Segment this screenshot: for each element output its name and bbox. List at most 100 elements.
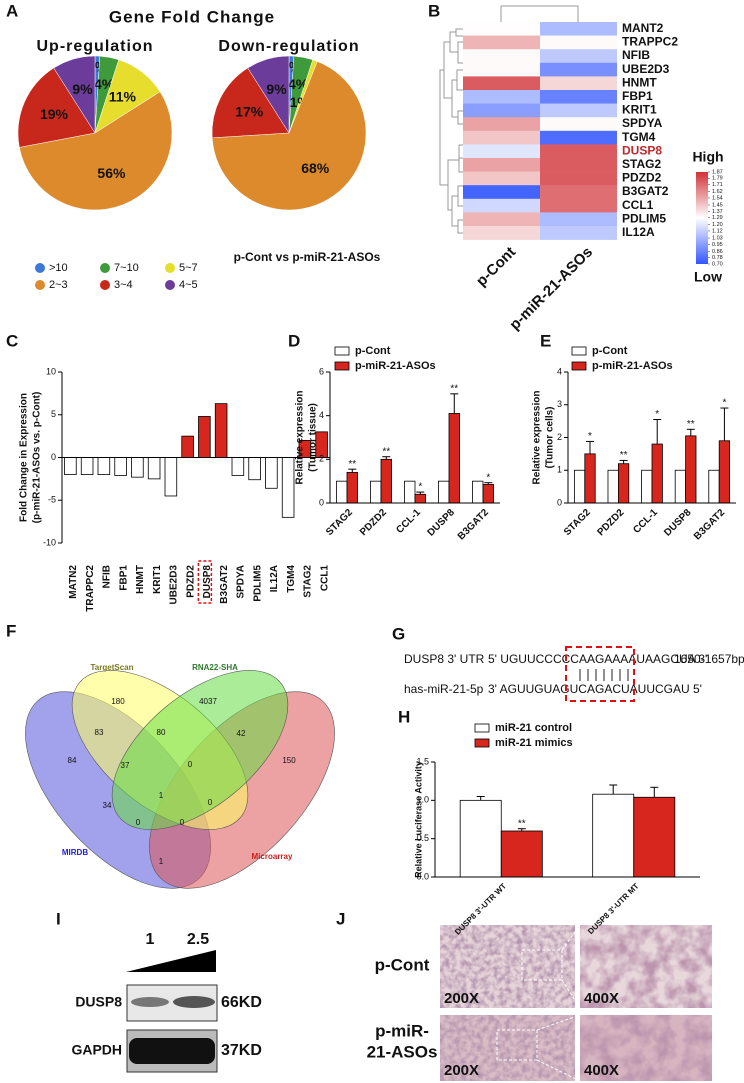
magnification: 400X	[584, 1062, 619, 1079]
panel-letter: E	[540, 331, 551, 350]
heatmap-cell	[463, 90, 540, 104]
zoom-box	[496, 1029, 538, 1061]
heatmap-cell	[540, 35, 617, 50]
venn-count: 0	[208, 798, 213, 807]
pie-label: 9%	[266, 81, 287, 97]
heatmap-cell	[540, 90, 617, 104]
bar	[414, 493, 426, 504]
bar	[336, 480, 348, 504]
legend-label: 3~4	[114, 279, 133, 291]
heatmap-cell	[463, 22, 540, 36]
zoom-box	[521, 949, 563, 981]
pie-slice	[211, 67, 290, 139]
x-tick-label: CCL-1	[631, 507, 660, 536]
highlight-box	[197, 560, 213, 604]
row-label: TGM4	[622, 130, 656, 144]
colorbar-tick-label: 1.62	[712, 189, 723, 195]
x-tick-label: NFIB	[102, 565, 113, 588]
heatmap-cell	[540, 76, 617, 91]
row-label: B3GAT2	[622, 184, 669, 198]
x-tick-label: STAG2	[562, 507, 593, 538]
row-label: PDLIM5	[622, 211, 666, 225]
y-tick-label: 1.0	[416, 795, 429, 805]
pie-label: 56%	[97, 165, 126, 181]
significance-label: *	[486, 472, 490, 483]
column-label: p-miR-21-ASOs	[506, 244, 596, 334]
y-tick-label: 6	[319, 366, 324, 376]
heatmap-cell	[540, 103, 617, 118]
pie-slice	[211, 61, 367, 211]
heatmap-cell	[540, 226, 617, 240]
venn-set-label: Microarray	[252, 852, 293, 861]
bar	[674, 469, 687, 504]
histology: p-Cont p-miR- 21-ASOs 200X 400X 200X 400…	[367, 924, 712, 1082]
pie-label: 68%	[301, 160, 330, 176]
heatmap-cell	[463, 185, 540, 200]
panel-letter: A	[6, 1, 18, 20]
seed-region-box	[565, 646, 635, 702]
legend-swatch	[35, 263, 45, 273]
x-tick-label: CCL-1	[394, 507, 423, 536]
colorbar-tick-label: 1.12	[712, 228, 723, 234]
venn-count: 1	[159, 791, 164, 800]
x-tick-label: B3GAT2	[456, 507, 491, 542]
venn-set	[111, 670, 289, 830]
bar	[584, 453, 596, 504]
y-tick-label: 3	[557, 399, 562, 409]
colorbar-tick-label: 1.71	[712, 182, 723, 188]
venn-set-label: MIRDB	[62, 848, 88, 857]
magnification: 200X	[444, 990, 479, 1007]
colorbar-tick-label: 0.86	[712, 249, 723, 255]
bar	[64, 457, 77, 476]
panel-letter: B	[428, 1, 440, 20]
bar	[459, 799, 502, 878]
significance-label: *	[722, 398, 726, 409]
micrograph-texture	[440, 925, 575, 1008]
heatmap-cell	[540, 22, 617, 36]
bar	[573, 469, 586, 504]
heatmap-cell	[463, 49, 540, 64]
colorbar-tick-label: 0.95	[712, 242, 723, 248]
significance-label: **	[382, 446, 390, 457]
y-axis-label: (Tumor tissue)	[308, 403, 319, 472]
row-label: PDZD2	[622, 171, 662, 185]
bar	[198, 416, 211, 458]
y-tick-label: 2	[557, 432, 562, 442]
bar	[380, 458, 392, 504]
x-tick-label: B3GAT2	[692, 507, 727, 542]
colorbar-low: Low	[694, 269, 722, 285]
legend-swatch	[35, 280, 45, 290]
row-label: UBE2D3	[622, 62, 670, 76]
pie-slice	[53, 55, 96, 134]
row-label: HNMT	[622, 75, 657, 89]
x-tick-label: UBE2D3	[169, 565, 180, 605]
colorbar-tick-label: 1.29	[712, 215, 723, 221]
bar	[164, 457, 178, 497]
x-tick-label: DUSP8	[202, 565, 213, 599]
legend-label: miR-21 control	[495, 722, 572, 734]
legend-swatch	[334, 361, 350, 371]
heatmap-cell	[463, 226, 540, 240]
significance-label: **	[450, 383, 458, 394]
colorbar-tick-label: 1.20	[712, 222, 723, 228]
micrograph-texture	[580, 925, 712, 1008]
x-tick-label: PDZD2	[358, 507, 389, 538]
venn-count: 0	[188, 760, 193, 769]
y-axis-label: Relative Luciferase Activity	[413, 761, 423, 878]
heatmap-cell	[463, 117, 540, 132]
group-label: 21-ASOs	[367, 1042, 438, 1061]
bar	[592, 793, 635, 878]
legend-label: miR-21 mimics	[495, 737, 573, 749]
y-tick-label: 0	[557, 497, 562, 507]
x-tick-label: MATN2	[68, 565, 79, 599]
pie-label: 19%	[40, 106, 69, 122]
y-axis-label: (p-miR-21-ASOs vs. p-Cont)	[32, 392, 43, 524]
colorbar-tick-label: 1.37	[712, 209, 723, 215]
x-tick-label: PDLIM5	[252, 565, 263, 602]
legend-label: 5~7	[179, 262, 198, 274]
venn-count: 34	[103, 801, 112, 810]
y-axis-label: Relative expression	[532, 391, 543, 485]
x-tick-label: CCL1	[319, 565, 330, 592]
heatmap-cell	[540, 198, 617, 213]
legend-swatch	[100, 263, 110, 273]
